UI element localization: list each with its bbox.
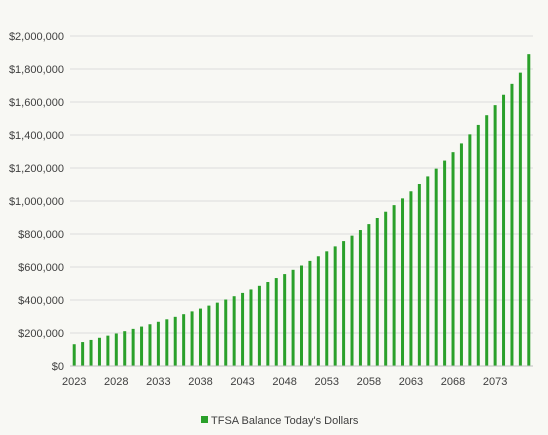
y-tick-label: $1,000,000: [9, 196, 64, 208]
bar: [114, 333, 118, 366]
bar: [241, 292, 245, 366]
bar: [451, 152, 455, 366]
bar: [89, 339, 93, 366]
bar: [257, 285, 261, 366]
x-axis: 2023 2028 2033 2038 2043 2048 2053 2058 2063 2068…: [62, 376, 507, 388]
bar: [148, 324, 152, 366]
bar: [97, 337, 101, 366]
bar: [401, 198, 405, 366]
bar: [518, 72, 522, 366]
x-tick-label: 2033: [146, 376, 170, 388]
gridlines: [70, 35, 533, 334]
legend-swatch-icon: [201, 416, 208, 423]
bar: [502, 94, 506, 367]
y-tick-label: $400,000: [18, 295, 64, 307]
y-tick-label: $0: [52, 361, 64, 373]
bar: [131, 328, 135, 366]
bar: [190, 311, 194, 366]
bar: [350, 235, 354, 366]
bar: [358, 230, 362, 366]
bar: [291, 269, 295, 366]
bar: [375, 217, 379, 366]
y-tick-label: $1,200,000: [9, 163, 64, 175]
x-tick-label: 2073: [483, 376, 507, 388]
y-tick-label: $1,800,000: [9, 64, 64, 76]
bar: [367, 224, 371, 366]
bar: [123, 331, 127, 366]
y-axis: $0 $200,000 $400,000 $600,000 $800,000 $1,000…: [9, 31, 64, 373]
bar: [325, 251, 329, 366]
bar: [316, 256, 320, 366]
x-tick-label: 2058: [357, 376, 381, 388]
bar: [215, 302, 219, 366]
bar-series: [72, 54, 531, 367]
bar: [140, 326, 144, 366]
y-tick-label: $200,000: [18, 328, 64, 340]
x-tick-label: 2043: [230, 376, 254, 388]
bar: [249, 289, 253, 366]
bar: [106, 335, 110, 366]
bar: [476, 124, 480, 366]
bar: [527, 54, 531, 367]
x-tick-label: 2048: [272, 376, 296, 388]
bar: [198, 308, 202, 366]
bar: [392, 205, 396, 366]
bar: [485, 115, 489, 366]
bar: [426, 176, 430, 366]
bar: [300, 265, 303, 366]
bar: [173, 316, 177, 366]
bar: [409, 191, 413, 366]
bar: [274, 278, 278, 366]
y-tick-label: $800,000: [18, 229, 64, 241]
bar: [283, 274, 287, 366]
y-tick-label: $600,000: [18, 262, 64, 274]
x-tick-label: 2023: [62, 376, 86, 388]
bar: [342, 241, 346, 366]
legend-label: TFSA Balance Today's Dollars: [211, 415, 359, 427]
bar: [165, 319, 169, 366]
y-tick-label: $2,000,000: [9, 31, 64, 43]
bar: [384, 211, 388, 366]
x-tick-label: 2068: [441, 376, 465, 388]
bar: [207, 305, 211, 366]
bar: [510, 83, 514, 366]
y-tick-label: $1,400,000: [9, 130, 64, 142]
bar: [232, 296, 236, 366]
bar: [81, 342, 85, 366]
y-tick-label: $1,600,000: [9, 97, 64, 109]
bar: [493, 105, 497, 366]
bar: [417, 184, 421, 366]
bar: [266, 282, 270, 366]
x-tick-label: 2028: [104, 376, 128, 388]
bar: [459, 143, 463, 366]
bar: [156, 321, 160, 366]
x-tick-label: 2063: [399, 376, 423, 388]
bar: [443, 160, 447, 366]
x-tick-label: 2053: [315, 376, 339, 388]
bar: [468, 134, 472, 366]
bar: [72, 344, 76, 366]
legend: TFSA Balance Today's Dollars: [201, 415, 359, 427]
bar: [182, 314, 186, 366]
bar: [434, 168, 438, 366]
bar: [308, 260, 312, 366]
bar: [224, 299, 228, 366]
x-tick-label: 2038: [188, 376, 212, 388]
bar: [333, 246, 337, 366]
